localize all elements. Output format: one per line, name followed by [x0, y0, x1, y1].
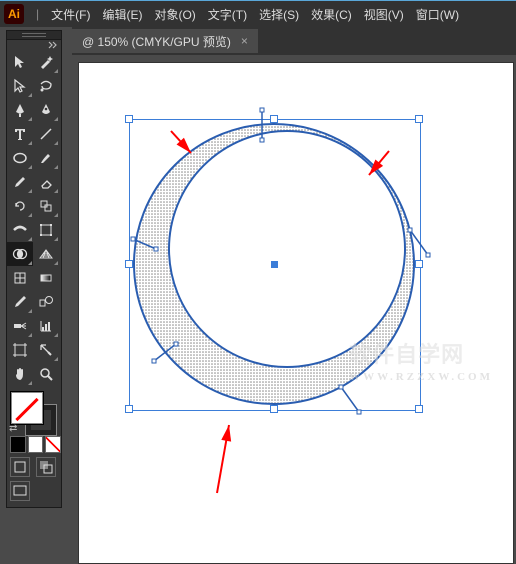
menu-bar: Ai | 文件(F)编辑(E)对象(O)文字(T)选择(S)效果(C)视图(V)… — [0, 0, 516, 27]
line-tool[interactable] — [33, 122, 59, 146]
graph-tool[interactable] — [33, 314, 59, 338]
free-transform-tool[interactable] — [33, 218, 59, 242]
direct-selection-tool[interactable] — [7, 74, 33, 98]
eraser-tool[interactable] — [33, 170, 59, 194]
perspective-grid-tool[interactable] — [33, 242, 59, 266]
fill-swatch[interactable] — [11, 392, 43, 424]
fill-stroke-swatch[interactable]: ⇄ — [7, 390, 59, 434]
hand-tool[interactable] — [7, 362, 33, 386]
artboard-tool[interactable] — [7, 338, 33, 362]
selection-handle[interactable] — [415, 115, 423, 123]
swap-fill-stroke-icon[interactable]: ⇄ — [9, 423, 17, 434]
color-swatch[interactable] — [10, 436, 26, 453]
screen-mode-row — [7, 481, 61, 501]
screen-mode-icon[interactable] — [10, 481, 30, 501]
menu-item[interactable]: 文字(T) — [202, 6, 253, 23]
selection-handle[interactable] — [270, 405, 278, 413]
selection-tool[interactable] — [7, 50, 33, 74]
vector-artwork — [79, 63, 513, 563]
panel-collapse-button[interactable] — [7, 40, 61, 50]
zoom-tool[interactable] — [33, 362, 59, 386]
menu-item[interactable]: 视图(V) — [358, 6, 410, 23]
width-tool[interactable] — [7, 218, 33, 242]
canvas-area: 软件自学网 WWW.RZZXW.COM — [74, 56, 516, 564]
tool-panel: ⇄ — [6, 30, 62, 508]
magic-wand-tool[interactable] — [33, 50, 59, 74]
menu-item[interactable]: 编辑(E) — [96, 6, 148, 23]
curvature-tool[interactable] — [33, 98, 59, 122]
draw-normal-icon[interactable] — [10, 457, 30, 477]
document-tab[interactable]: @ 150% (CMYK/GPU 预览) × — [72, 29, 258, 53]
symbol-sprayer-tool[interactable] — [7, 314, 33, 338]
pencil-tool[interactable] — [7, 170, 33, 194]
blend-tool[interactable] — [33, 290, 59, 314]
menu-item[interactable]: 文件(F) — [45, 6, 96, 23]
shape-builder-tool[interactable] — [7, 242, 33, 266]
panel-grip[interactable] — [7, 31, 61, 40]
gradient-tool[interactable] — [33, 266, 59, 290]
color-swatch[interactable] — [28, 436, 44, 453]
selection-handle[interactable] — [125, 405, 133, 413]
menu-item[interactable]: 选择(S) — [253, 6, 305, 23]
type-tool[interactable] — [7, 122, 33, 146]
menu-item[interactable]: 对象(O) — [148, 6, 201, 23]
mesh-tool[interactable] — [7, 266, 33, 290]
draw-mode-row — [7, 457, 61, 477]
color-swatch[interactable] — [45, 436, 61, 453]
ellipse-tool[interactable] — [7, 146, 33, 170]
menu-divider: | — [30, 7, 45, 21]
color-mode-row — [7, 436, 61, 453]
draw-behind-icon[interactable] — [36, 457, 56, 477]
app-logo: Ai — [4, 4, 24, 24]
pen-tool[interactable] — [7, 98, 33, 122]
artboard[interactable]: 软件自学网 WWW.RZZXW.COM — [78, 62, 514, 564]
eyedropper-tool[interactable] — [7, 290, 33, 314]
menu-item[interactable]: 窗口(W) — [410, 6, 465, 23]
slice-tool[interactable] — [33, 338, 59, 362]
selection-handle[interactable] — [415, 260, 423, 268]
menu-item[interactable]: 效果(C) — [305, 6, 358, 23]
rotate-tool[interactable] — [7, 194, 33, 218]
watermark: 软件自学网 WWW.RZZXW.COM — [349, 337, 493, 383]
selection-handle[interactable] — [125, 115, 133, 123]
selection-handle[interactable] — [415, 405, 423, 413]
center-anchor[interactable] — [271, 261, 278, 268]
selection-handle[interactable] — [270, 115, 278, 123]
document-title: @ 150% (CMYK/GPU 预览) — [82, 33, 231, 50]
paintbrush-tool[interactable] — [33, 146, 59, 170]
lasso-tool[interactable] — [33, 74, 59, 98]
document-tab-bar: @ 150% (CMYK/GPU 预览) × — [72, 27, 516, 55]
scale-tool[interactable] — [33, 194, 59, 218]
close-icon[interactable]: × — [241, 34, 248, 48]
selection-handle[interactable] — [125, 260, 133, 268]
